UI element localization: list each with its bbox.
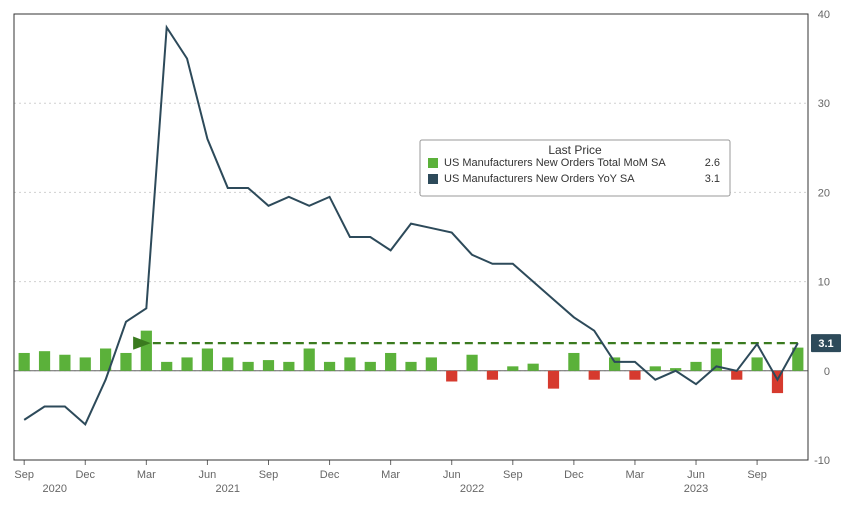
x-tick-year: 2023 (684, 483, 708, 495)
bar-mom (507, 366, 518, 370)
x-tick-month: Jun (199, 469, 217, 481)
bar-mom (568, 353, 579, 371)
bar-mom (202, 349, 213, 371)
bar-mom (80, 357, 91, 370)
bar-mom (263, 360, 274, 371)
y-tick-label: -10 (814, 455, 830, 467)
callout-last-value-text: 3.1 (818, 338, 833, 350)
bar-mom (19, 353, 30, 371)
y-tick-label: 0 (824, 366, 830, 378)
bar-mom (446, 371, 457, 382)
bar-mom (141, 331, 152, 371)
x-tick-year: 2022 (460, 483, 484, 495)
bar-mom (690, 362, 701, 371)
x-tick-year: 2021 (216, 483, 240, 495)
y-tick-label: 20 (818, 187, 830, 199)
bar-mom (120, 353, 131, 371)
bar-mom (59, 355, 70, 371)
legend-item-label: US Manufacturers New Orders YoY SA (444, 173, 635, 185)
bar-mom (548, 371, 559, 389)
bar-mom (365, 362, 376, 371)
x-tick-month: Jun (443, 469, 461, 481)
legend-item-value: 2.6 (705, 157, 720, 169)
bar-mom (385, 353, 396, 371)
bar-mom (324, 362, 335, 371)
bar-mom (650, 366, 661, 370)
x-tick-month: Jun (687, 469, 705, 481)
x-tick-month: Dec (75, 469, 95, 481)
bar-mom (487, 371, 498, 380)
bar-mom (426, 357, 437, 370)
x-tick-month: Mar (625, 469, 644, 481)
legend-swatch (428, 174, 438, 184)
legend-item-label: US Manufacturers New Orders Total MoM SA (444, 157, 666, 169)
x-tick-month: Dec (320, 469, 340, 481)
x-tick-month: Mar (137, 469, 156, 481)
legend-title: Last Price (548, 143, 602, 157)
bar-mom (731, 371, 742, 380)
bar-mom (629, 371, 640, 380)
bar-mom (243, 362, 254, 371)
y-tick-label: 30 (818, 98, 830, 110)
bar-mom (39, 351, 50, 371)
y-tick-label: 10 (818, 277, 830, 289)
x-tick-year: 2020 (42, 483, 66, 495)
bar-mom (344, 357, 355, 370)
x-tick-month: Sep (14, 469, 34, 481)
bar-mom (589, 371, 600, 380)
bar-mom (222, 357, 233, 370)
bar-mom (528, 364, 539, 371)
x-tick-month: Mar (381, 469, 400, 481)
bar-mom (752, 357, 763, 370)
bar-mom (181, 357, 192, 370)
legend-item-value: 3.1 (705, 173, 720, 185)
bar-mom (304, 349, 315, 371)
x-tick-month: Sep (747, 469, 767, 481)
x-tick-month: Sep (503, 469, 523, 481)
bar-mom (283, 362, 294, 371)
legend-swatch (428, 158, 438, 168)
bar-mom (609, 357, 620, 370)
y-tick-label: 40 (818, 9, 830, 21)
bar-mom (405, 362, 416, 371)
bar-mom (466, 355, 477, 371)
bar-mom (161, 362, 172, 371)
x-tick-month: Dec (564, 469, 584, 481)
combo-chart: -10 0 10 20 30 40 Sep Dec Mar Jun Sep Dec Mar Jun Sep D… (0, 0, 848, 512)
chart-container: -10 0 10 20 30 40 Sep Dec Mar Jun Sep Dec Mar Jun Sep D… (0, 0, 848, 512)
x-tick-month: Sep (259, 469, 279, 481)
